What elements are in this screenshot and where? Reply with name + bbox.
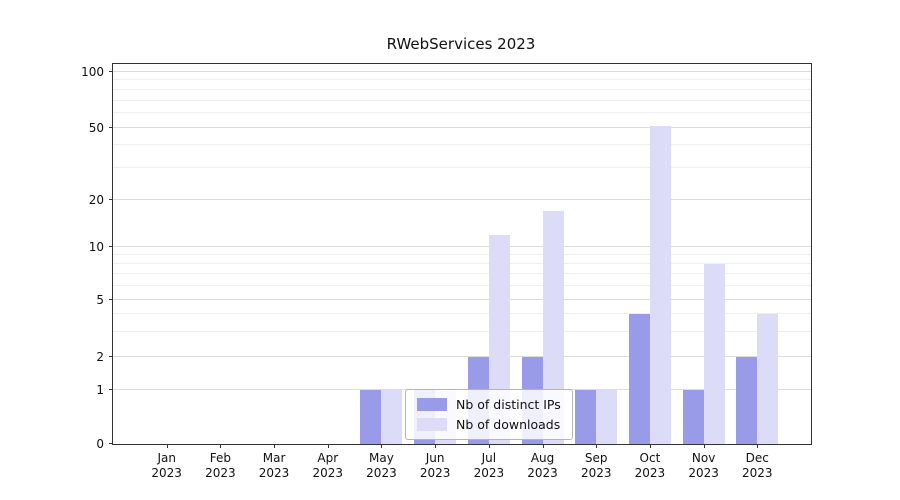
x-tick-mark: [488, 444, 490, 448]
minor-gridline: [113, 112, 811, 114]
x-tick-mark: [542, 444, 544, 448]
x-tick-mark: [703, 444, 705, 448]
x-tick-mark: [596, 444, 598, 448]
bar-distinct-ips: [628, 313, 650, 444]
major-gridline: [113, 126, 811, 128]
y-tick-label: 1: [96, 383, 104, 398]
major-gridline: [113, 70, 811, 72]
bar-distinct-ips: [736, 356, 758, 444]
x-tick-mark: [166, 444, 168, 448]
minor-gridline: [113, 167, 811, 169]
y-tick-mark: [109, 70, 113, 72]
major-gridline: [113, 355, 811, 357]
y-tick-label: 50: [88, 120, 104, 135]
y-tick-label: 2: [96, 349, 104, 364]
minor-gridline: [113, 254, 811, 256]
y-tick-mark: [109, 126, 113, 128]
minor-gridline: [113, 285, 811, 287]
x-tick-label: Dec 2023: [742, 451, 773, 480]
minor-gridline: [113, 330, 811, 332]
legend-item-distinct-ips: Nb of distinct IPs: [417, 397, 561, 412]
x-tick-mark: [435, 444, 437, 448]
bar-distinct-ips: [575, 390, 597, 444]
minor-gridline: [113, 144, 811, 146]
legend-label: Nb of downloads: [456, 417, 561, 432]
x-tick-mark: [274, 444, 276, 448]
x-tick-label: Mar 2023: [258, 451, 290, 480]
x-tick-label: Jun 2023: [419, 451, 451, 480]
x-tick-label: Oct 2023: [634, 451, 666, 480]
x-tick-label: Feb 2023: [205, 451, 236, 480]
minor-gridline: [113, 88, 811, 90]
bar-downloads: [596, 390, 618, 444]
minor-gridline: [113, 79, 811, 81]
bar-downloads: [381, 390, 403, 444]
major-gridline: [113, 298, 811, 300]
y-tick-label: 0: [96, 437, 104, 451]
y-tick-mark: [109, 389, 113, 391]
bar-distinct-ips: [360, 390, 382, 444]
x-tick-mark: [649, 444, 651, 448]
chart-title: RWebServices 2023: [386, 35, 536, 53]
y-tick-mark: [109, 298, 113, 300]
y-tick-label: 5: [96, 292, 104, 307]
y-tick-mark: [109, 443, 113, 444]
x-tick-mark: [220, 444, 222, 448]
major-gridline: [113, 246, 811, 248]
legend-swatch: [417, 418, 447, 431]
x-tick-mark: [327, 444, 329, 448]
bar-downloads: [757, 313, 779, 444]
y-tick-label: 100: [81, 64, 104, 79]
legend-label: Nb of distinct IPs: [456, 397, 561, 412]
bar-downloads: [542, 211, 564, 444]
bar-distinct-ips: [682, 390, 704, 444]
y-tick-mark: [109, 246, 113, 248]
minor-gridline: [113, 273, 811, 275]
minor-gridline: [113, 263, 811, 265]
y-tick-label: 20: [88, 193, 104, 208]
x-tick-label: Apr 2023: [312, 451, 344, 480]
x-tick-label: Jan 2023: [151, 451, 182, 480]
x-tick-label: Jul 2023: [473, 451, 505, 480]
minor-gridline: [113, 99, 811, 101]
x-tick-mark: [757, 444, 759, 448]
x-tick-label: Aug 2023: [527, 451, 558, 480]
minor-gridline: [113, 312, 811, 314]
x-tick-label: May 2023: [366, 451, 397, 480]
y-tick-mark: [109, 355, 113, 357]
x-tick-label: Sep 2023: [580, 451, 612, 480]
legend-item-downloads: Nb of downloads: [417, 417, 561, 432]
plot-area: Jan 2023 Feb 2023 Mar 2023 Apr 2023 May 2023 Jun 20…: [81, 63, 812, 480]
bar-downloads: [649, 126, 671, 444]
legend-swatch: [417, 398, 447, 411]
y-tick-mark: [109, 199, 113, 201]
bar-downloads: [703, 264, 725, 444]
x-tick-label: Nov 2023: [688, 451, 719, 480]
major-gridline: [113, 199, 811, 201]
legend: Nb of distinct IPs Nb of downloads: [405, 389, 573, 440]
x-tick-mark: [381, 444, 383, 448]
y-tick-label: 10: [88, 240, 104, 255]
